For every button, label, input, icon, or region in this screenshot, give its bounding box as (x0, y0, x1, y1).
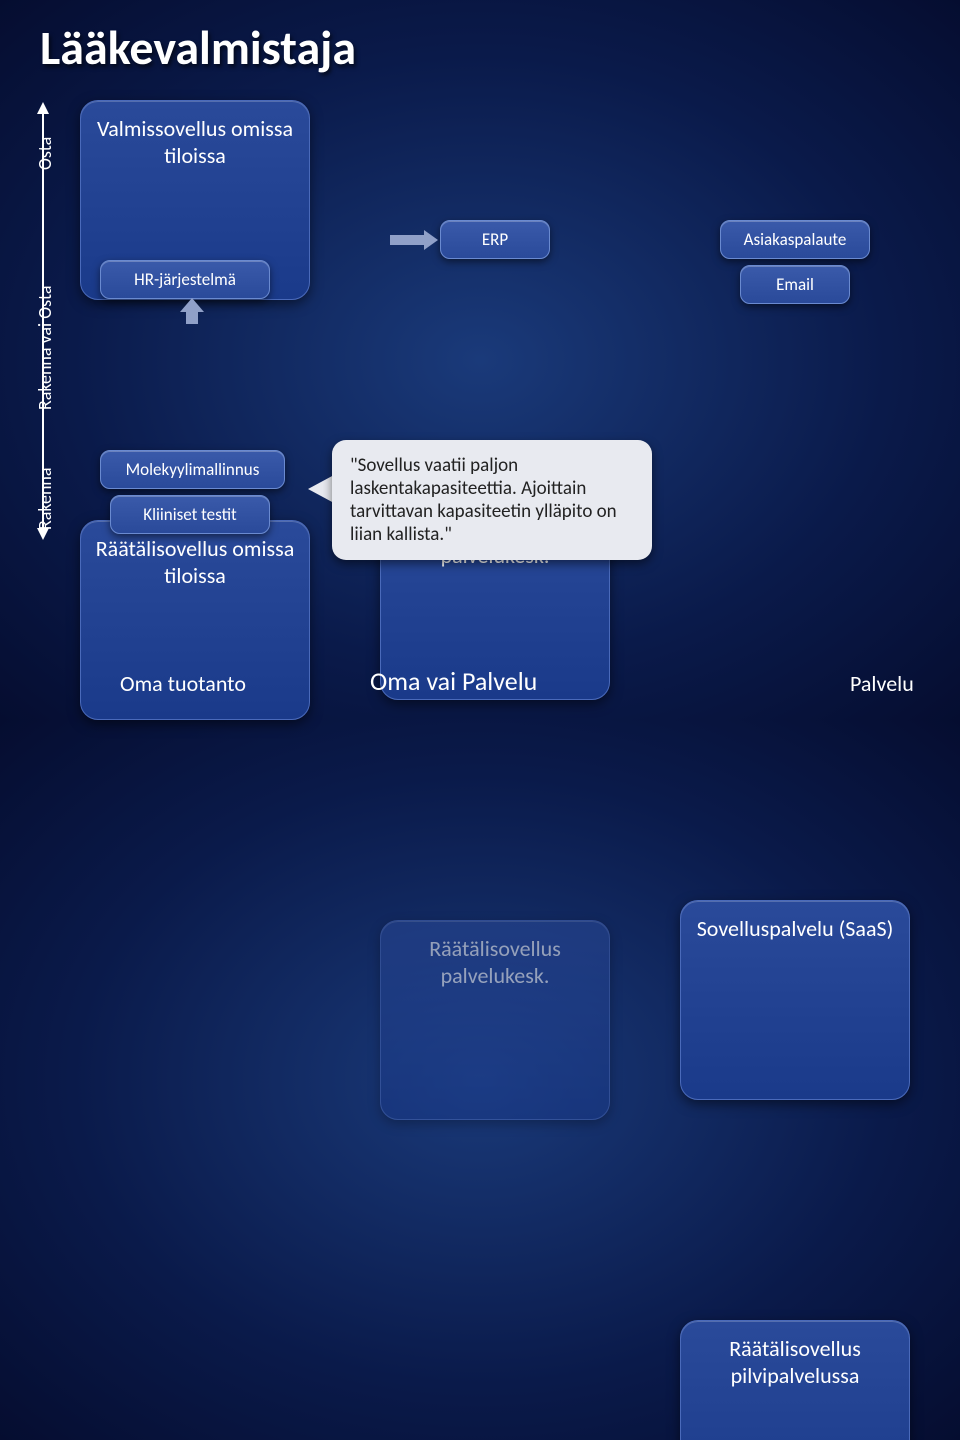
x-label-mid: Oma vai Palvelu (370, 665, 537, 697)
card-raatali-palvelukesk: Räätälisovellus palvelukesk. (380, 920, 610, 1120)
subcard-erp: ERP (440, 220, 550, 259)
subcard-molekyyli: Molekyylimallinnus (100, 450, 285, 489)
callout-bubble: "Sovellus vaatii paljon laskentakapasite… (332, 440, 652, 560)
matrix-grid: Valmissovellus omissa tiloissa HR-järjes… (80, 100, 940, 640)
subcard-email: Email (740, 265, 850, 304)
card-saas: Sovelluspalvelu (SaaS) (680, 900, 910, 1100)
subcard-asiakaspalaute: Asiakaspalaute (720, 220, 870, 259)
page-title: Lääkevalmistaja (0, 0, 960, 77)
subcard-hr: HR-järjestelmä (100, 260, 270, 299)
x-label-left: Oma tuotanto (120, 670, 246, 697)
y-label-top: Osta (34, 137, 56, 170)
subcard-kliiniset: Kliiniset testit (110, 495, 270, 534)
x-label-right: Palvelu (850, 670, 914, 697)
y-label-bottom: Rakenna (34, 468, 56, 531)
y-label-mid: Rakenna vai Osta (34, 286, 56, 410)
callout-tail (308, 475, 334, 503)
card-raatali-pilvi: Räätälisovellus pilvipalvelussa (680, 1320, 910, 1440)
